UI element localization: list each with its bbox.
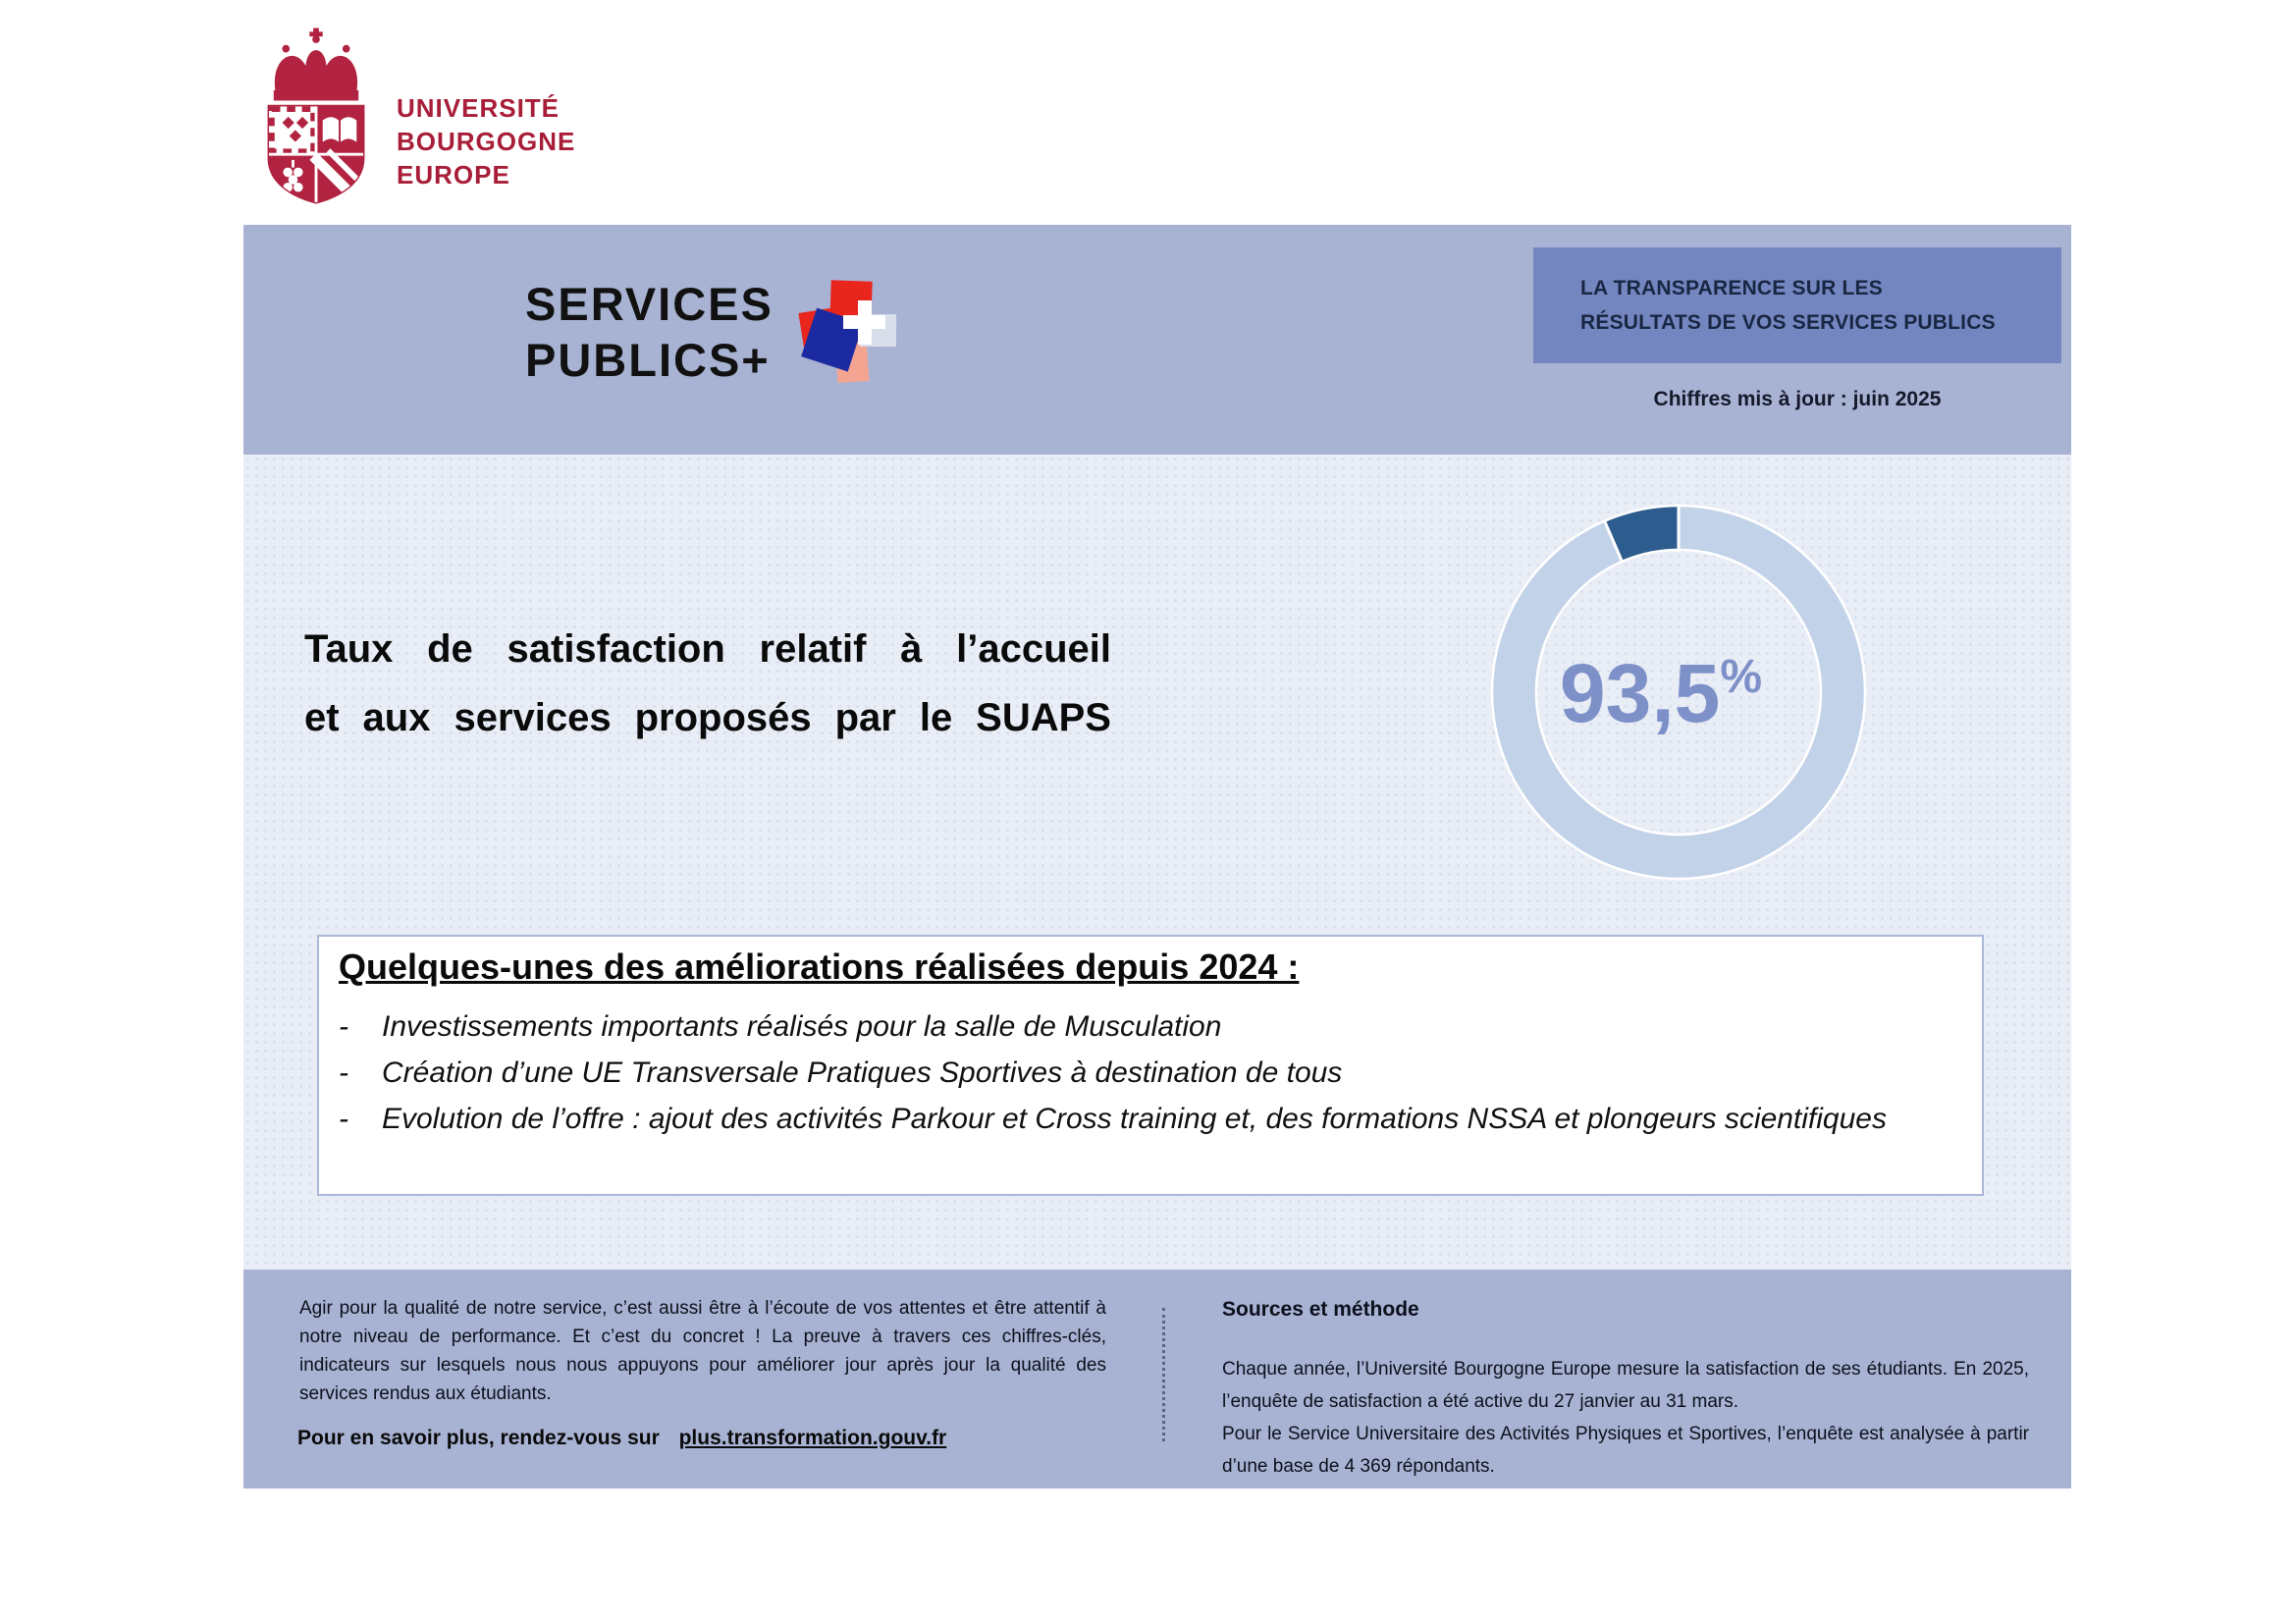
page-title-line2: et aux services proposés par le SUAPS (304, 696, 1111, 739)
donut-value-label: 93,5% (1560, 647, 1762, 739)
footer-more-prefix: Pour en savoir plus, rendez-vous sur (297, 1427, 660, 1449)
services-publics-plus-icon (798, 279, 903, 385)
university-name-line1: UNIVERSITÉ (397, 92, 561, 123)
sources-text: Chaque année, l’Université Bourgogne Eur… (1222, 1353, 2029, 1483)
university-crest-icon (267, 27, 365, 204)
sources-paragraph-2: Pour le Service Universitaire des Activi… (1222, 1424, 2029, 1477)
page-title-line1: Taux de satisfaction relatif à l’accueil (304, 627, 1111, 671)
transparency-banner: LA TRANSPARENCE SUR LES RÉSULTATS DE VOS… (1533, 247, 2061, 363)
bullet-dash: - (339, 1010, 348, 1043)
improvements-title: Quelques-unes des améliorations réalisée… (339, 947, 1300, 987)
university-name-line3: EUROPE (397, 159, 510, 189)
footer-dotted-divider (1162, 1308, 1165, 1441)
improvements-panel: Quelques-unes des améliorations réalisée… (317, 935, 1984, 1196)
bullet-dash: - (339, 1056, 348, 1089)
services-publics-line2: PUBLICS+ (525, 334, 771, 386)
sources-title: Sources et méthode (1222, 1298, 1419, 1321)
services-publics-logo: SERVICES PUBLICS+ (525, 276, 903, 388)
footer-more-line: Pour en savoir plus, rendez-vous sur plu… (297, 1427, 946, 1450)
university-name-line2: BOURGOGNE (397, 126, 576, 156)
bullet-dash: - (339, 1103, 348, 1135)
improvement-item: - Investissements importants réalisés po… (339, 1003, 1962, 1050)
footer: Agir pour la qualité de notre service, c… (243, 1270, 2071, 1489)
transparency-line2: RÉSULTATS DE VOS SERVICES PUBLICS (1580, 311, 1996, 334)
university-logo: UNIVERSITÉ BOURGOGNE EUROPE (253, 15, 803, 206)
transparency-line1: LA TRANSPARENCE SUR LES (1580, 277, 1883, 299)
footer-about-text: Agir pour la qualité de notre service, c… (299, 1298, 1106, 1404)
improvement-item: - Création d’une UE Transversale Pratiqu… (339, 1050, 1962, 1096)
transformation-gouv-link[interactable]: plus.transformation.gouv.fr (678, 1427, 947, 1449)
page-title: Taux de satisfaction relatif à l’accueil… (304, 615, 1111, 752)
header-band: SERVICES PUBLICS+ LA TRANSPARENCE SUR LE… (243, 225, 2071, 455)
services-publics-wordmark: SERVICES PUBLICS+ (525, 276, 774, 388)
university-name: UNIVERSITÉ BOURGOGNE EUROPE (397, 91, 575, 191)
sources-paragraph-1: Chaque année, l’Université Bourgogne Eur… (1222, 1359, 2029, 1412)
improvement-item: - Evolution de l’offre : ajout des activ… (339, 1096, 1962, 1142)
services-publics-line1: SERVICES (525, 278, 774, 330)
satisfaction-donut-chart: 93,5% (1490, 504, 1867, 881)
content-section: Taux de satisfaction relatif à l’accueil… (243, 455, 2071, 1270)
updated-date: Chiffres mis à jour : juin 2025 (1653, 388, 1942, 410)
